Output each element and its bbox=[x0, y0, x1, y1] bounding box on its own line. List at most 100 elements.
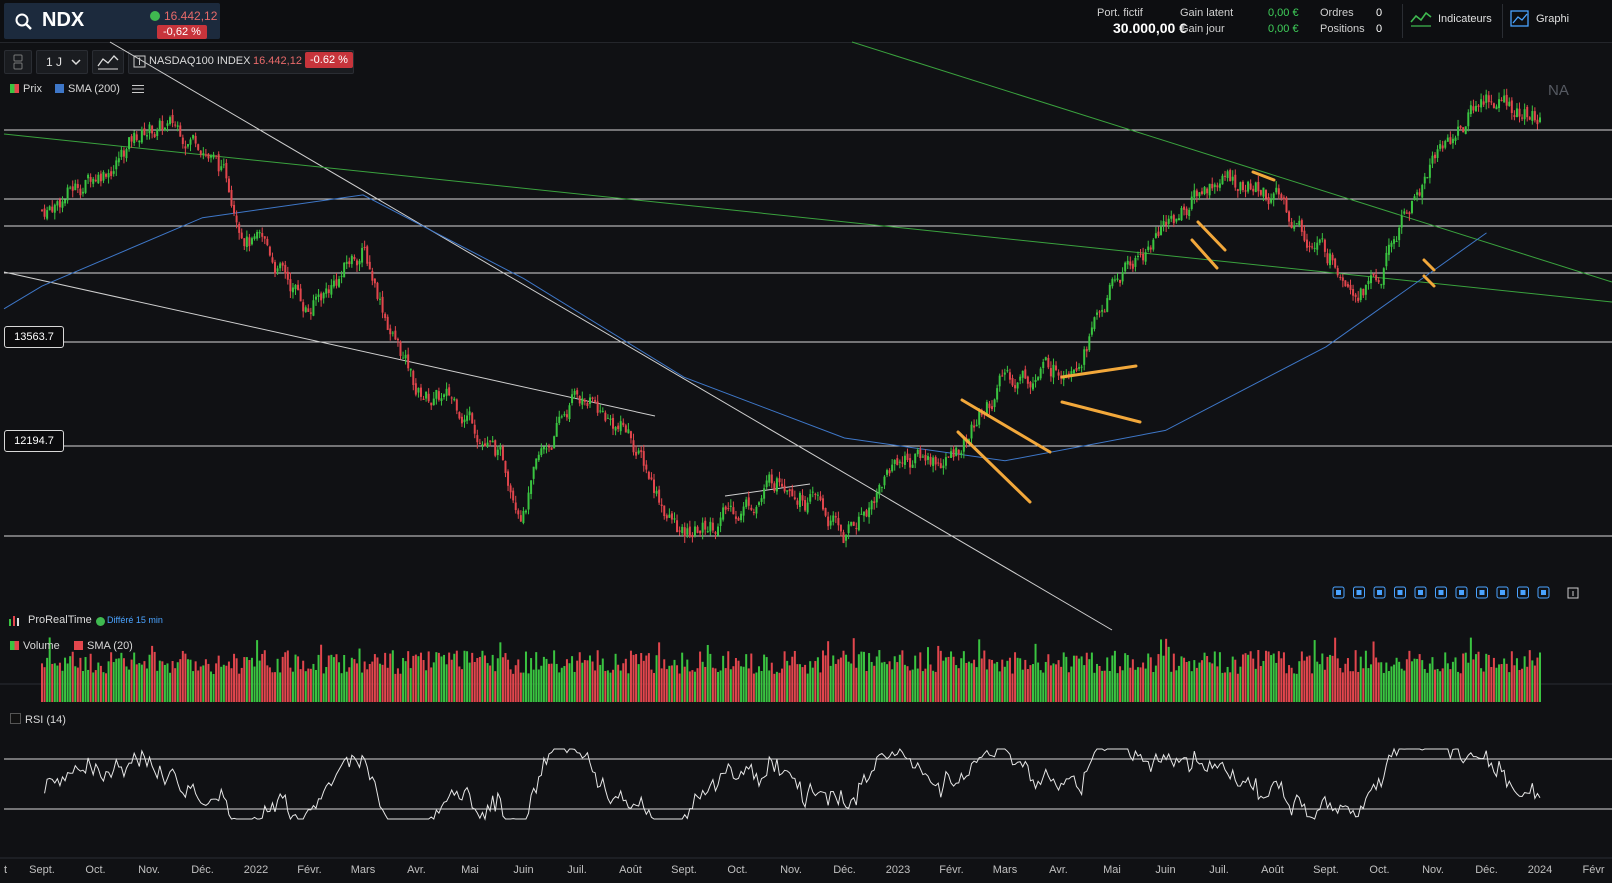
volume-bar bbox=[112, 662, 115, 702]
divider bbox=[1502, 4, 1503, 38]
watermark-text: NA bbox=[1548, 82, 1569, 99]
candle-body bbox=[145, 135, 148, 137]
volume-bar bbox=[1449, 669, 1452, 702]
candle-body bbox=[619, 421, 622, 432]
volume-bar bbox=[942, 660, 945, 702]
volume-bar bbox=[909, 670, 912, 702]
candle-body bbox=[1055, 365, 1058, 371]
candle-body bbox=[727, 508, 730, 510]
volume-bar bbox=[632, 654, 635, 702]
instrument-info[interactable]: NASDAQ100 INDEX 16.442,12 -0.62 % bbox=[128, 50, 354, 74]
candle-body bbox=[1093, 317, 1096, 330]
price-swatch bbox=[10, 84, 19, 93]
volume-bar bbox=[724, 668, 727, 702]
chart-handle[interactable] bbox=[4, 50, 32, 74]
volume-bar bbox=[932, 670, 935, 702]
volume-bar bbox=[1398, 661, 1401, 702]
timeframe-select[interactable]: 1 J bbox=[36, 50, 88, 74]
volume-bar bbox=[1359, 656, 1362, 702]
event-info-icon[interactable] bbox=[1567, 587, 1579, 599]
volume-bar bbox=[243, 657, 246, 702]
candle-body bbox=[921, 456, 924, 458]
x-tick-label: Déc. bbox=[1475, 864, 1498, 876]
event-marker-dot bbox=[1479, 590, 1485, 595]
candle-body bbox=[361, 247, 364, 263]
candle-body bbox=[693, 526, 696, 536]
candle-body bbox=[307, 308, 310, 312]
candle-body bbox=[1393, 239, 1396, 244]
volume-bar bbox=[1416, 658, 1419, 702]
candle-body bbox=[332, 280, 335, 287]
candle-body bbox=[102, 172, 105, 181]
graph-button[interactable]: Graphi bbox=[1510, 10, 1612, 32]
volume-bar bbox=[978, 639, 981, 702]
volume-bar bbox=[99, 665, 102, 702]
volume-bar bbox=[1444, 652, 1447, 702]
candle-body bbox=[960, 452, 963, 455]
candle-body bbox=[1037, 377, 1040, 381]
candle-body bbox=[742, 506, 745, 516]
candle-body bbox=[991, 406, 994, 410]
candle-body bbox=[816, 494, 819, 496]
volume-bar bbox=[1390, 666, 1393, 702]
candle-body bbox=[870, 500, 873, 510]
candle-body bbox=[151, 125, 154, 134]
volume-bar bbox=[1441, 668, 1444, 702]
candle-body bbox=[1288, 211, 1291, 222]
candle-body bbox=[455, 399, 458, 411]
candle-body bbox=[1500, 99, 1503, 101]
event-icons bbox=[1332, 586, 1550, 599]
indicators-icon bbox=[1410, 11, 1432, 27]
volume-bar bbox=[750, 653, 753, 702]
volume-bar bbox=[499, 642, 502, 702]
rsi-legend[interactable]: RSI (14) bbox=[10, 713, 66, 726]
sma200-legend[interactable]: SMA (200) bbox=[55, 83, 120, 95]
candle-body bbox=[1508, 101, 1511, 106]
price-legend[interactable]: Prix bbox=[10, 83, 42, 95]
volume-bar bbox=[1224, 672, 1227, 702]
x-tick-label: Avr. bbox=[407, 864, 426, 876]
volume-bar bbox=[478, 656, 481, 702]
x-tick-label: Nov. bbox=[138, 864, 160, 876]
candle-body bbox=[212, 154, 215, 158]
indicators-button[interactable]: Indicateurs bbox=[1410, 10, 1502, 32]
volume-bar bbox=[1106, 657, 1109, 702]
symbol-search[interactable]: NDX 16.442,12 -0,62 % bbox=[4, 3, 220, 39]
candle-body bbox=[1224, 175, 1227, 177]
trendline bbox=[3, 133, 1612, 303]
volume-bar bbox=[217, 655, 220, 702]
volume-bar bbox=[1377, 662, 1380, 702]
candle-body bbox=[911, 464, 914, 468]
candle-body bbox=[489, 440, 492, 442]
chart-type-button[interactable] bbox=[92, 50, 124, 74]
volume-bar bbox=[394, 673, 397, 702]
volume-bar bbox=[763, 654, 766, 702]
volume-bar bbox=[929, 664, 932, 702]
volume-bar bbox=[540, 665, 543, 702]
candle-body bbox=[862, 511, 865, 516]
volume-bar bbox=[1446, 663, 1449, 702]
candle-body bbox=[94, 179, 97, 182]
candle-body bbox=[806, 502, 809, 513]
sma200-line bbox=[3, 194, 1487, 462]
candle-body bbox=[61, 201, 64, 208]
volume-bar bbox=[371, 661, 374, 702]
sma20-legend[interactable]: SMA (20) bbox=[74, 640, 133, 652]
candle-body bbox=[757, 502, 760, 505]
list-icon[interactable] bbox=[132, 84, 144, 94]
volume-bar bbox=[1487, 654, 1490, 702]
volume-bar bbox=[48, 637, 51, 702]
volume-bar bbox=[279, 672, 282, 702]
candle-body bbox=[199, 150, 202, 155]
volume-bar bbox=[1016, 657, 1019, 702]
candle-body bbox=[568, 405, 571, 420]
volume-legend[interactable]: Volume bbox=[10, 640, 60, 652]
volume-bar bbox=[140, 664, 143, 702]
candle-body bbox=[532, 466, 535, 479]
candle-body bbox=[322, 292, 325, 299]
volume-bar bbox=[757, 666, 760, 702]
volume-bar bbox=[1085, 652, 1088, 702]
volume-bar bbox=[440, 656, 443, 702]
volume-bar bbox=[481, 650, 484, 702]
